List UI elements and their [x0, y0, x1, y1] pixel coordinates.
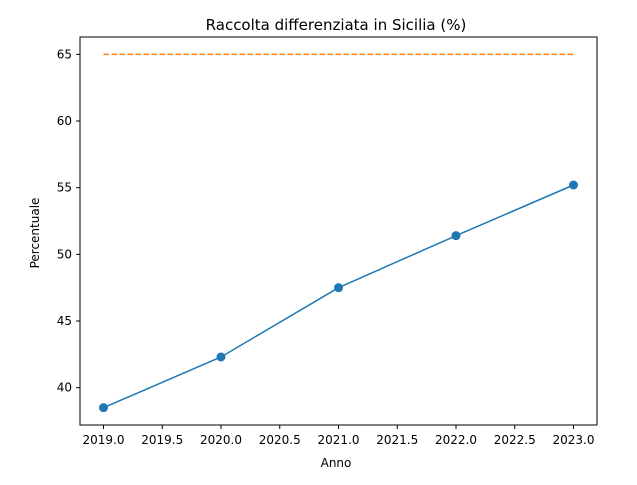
x-tick-label: 2021.5	[376, 433, 418, 447]
plot-area: 2019.0 2019.5 2020.0 2020.5 2021.0 2021.5 2022…	[57, 36, 598, 447]
x-axis-label: Anno	[321, 456, 352, 470]
x-tick-label: 2023.0	[553, 433, 595, 447]
series-line-1	[103, 184, 574, 409]
series-1-point	[99, 403, 108, 413]
y-axis-label: Percentuale	[28, 198, 42, 269]
y-tick-label: 55	[57, 181, 72, 195]
y-tick-label: 50	[57, 247, 72, 261]
series-1-point	[334, 283, 343, 293]
y-tick-label: 60	[57, 114, 72, 128]
x-tick-label: 2020.0	[200, 433, 242, 447]
x-tick-label: 2019.5	[141, 433, 183, 447]
y-tick-label: 40	[57, 381, 72, 395]
x-tick-label: 2022.5	[494, 433, 536, 447]
x-tick-label: 2021.0	[318, 433, 360, 447]
plot-frame	[79, 36, 598, 426]
y-tick-label: 45	[57, 314, 72, 328]
y-tick-label: 65	[57, 47, 72, 61]
series-1-point	[216, 352, 226, 362]
x-tick-label: 2019.0	[83, 433, 125, 447]
chart-title: Raccolta differenziata in Sicilia (%)	[206, 16, 467, 34]
series-1-point	[451, 231, 461, 241]
series-1-point	[569, 180, 578, 190]
x-tick-label: 2020.5	[259, 433, 301, 447]
x-tick-label: 2022.0	[435, 433, 477, 447]
